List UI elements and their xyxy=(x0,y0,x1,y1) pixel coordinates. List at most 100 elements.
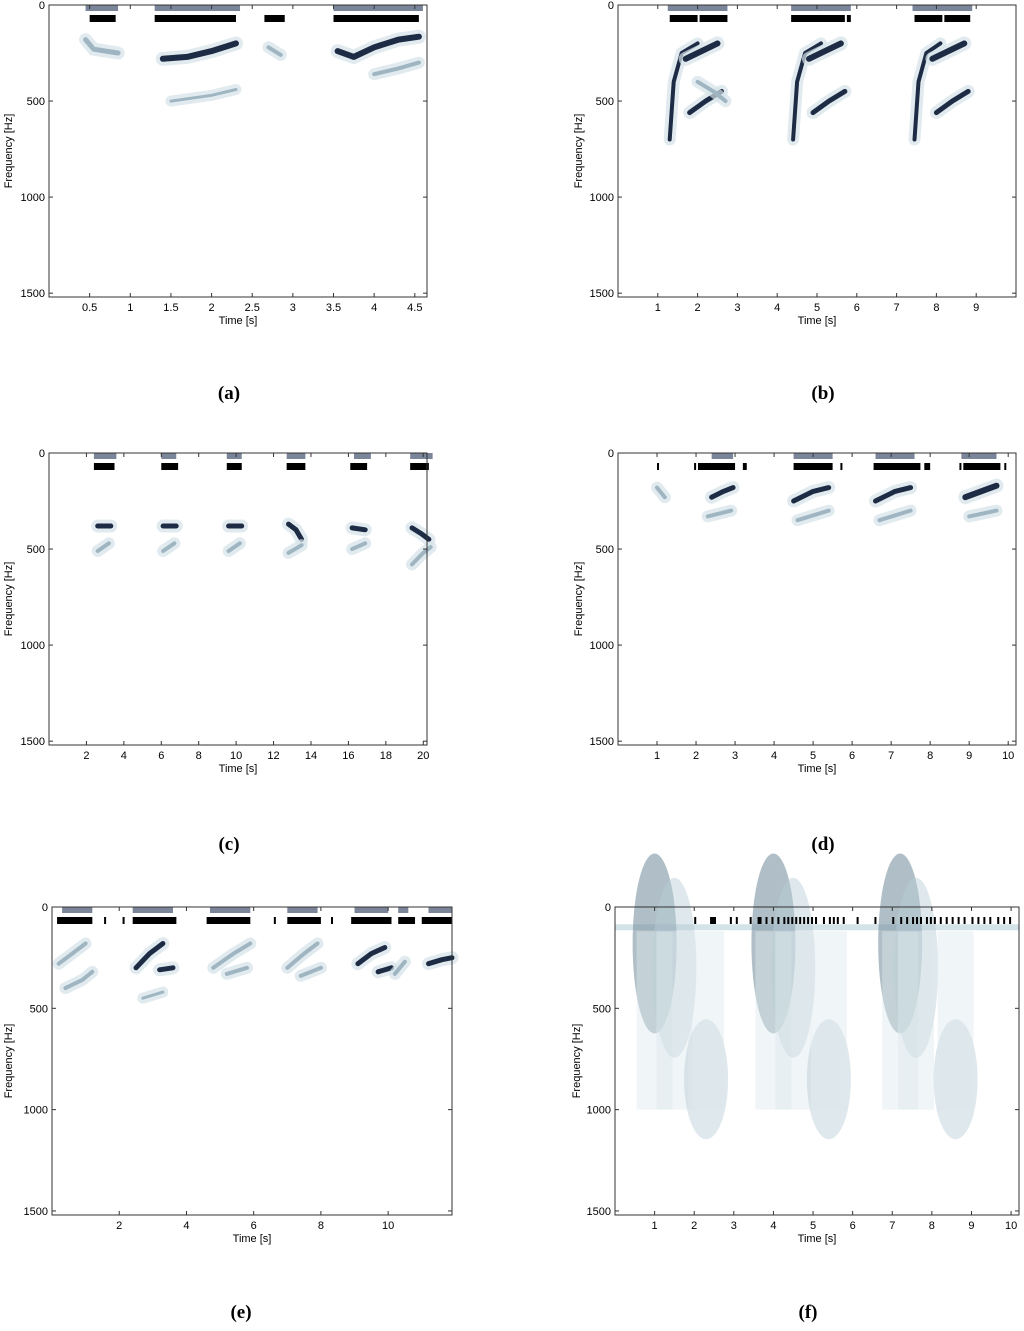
spectral-trace xyxy=(159,40,239,62)
spectral-trace xyxy=(286,543,304,555)
caption-a: (a) xyxy=(217,383,241,404)
annotation-black-bar xyxy=(57,917,93,924)
caption-e: (e) xyxy=(230,1302,252,1323)
annotation-black-bar xyxy=(971,917,974,924)
annotation-black-bar xyxy=(811,917,814,924)
x-tick-label: 4 xyxy=(770,1220,776,1232)
spectral-trace xyxy=(226,541,242,553)
energy-column xyxy=(656,931,693,1110)
plot-frame xyxy=(48,4,428,298)
x-tick-label: 12 xyxy=(267,750,279,762)
annotation-black-bar xyxy=(900,917,903,924)
x-tick-label: 2 xyxy=(695,302,701,314)
spectral-trace xyxy=(350,541,368,552)
annotation-gray-bar xyxy=(711,453,734,459)
energy-blob xyxy=(878,853,923,1034)
x-tick-label: 8 xyxy=(933,302,939,314)
annotation-black-bar xyxy=(699,15,728,22)
annotation-black-bar xyxy=(132,917,177,924)
y-tick-label: 1000 xyxy=(21,640,45,652)
spectral-trace xyxy=(298,965,323,978)
x-tick-label: 10 xyxy=(382,1220,394,1232)
spectral-trace xyxy=(375,965,394,975)
annotation-black-bar xyxy=(919,917,922,924)
energy-blob xyxy=(684,1019,729,1140)
annotation-black-bar xyxy=(951,917,954,924)
x-tick-label: 1.5 xyxy=(163,302,178,314)
spectral-trace xyxy=(141,990,165,1000)
annotation-black-bar xyxy=(815,917,818,924)
y-tick-label: 500 xyxy=(596,544,614,556)
caption-f: (f) xyxy=(798,1302,818,1323)
annotation-black-bar xyxy=(983,917,986,924)
spectral-trace xyxy=(791,41,823,142)
caption-c: (c) xyxy=(218,834,240,855)
annotation-black-bar xyxy=(832,917,835,924)
energy-column xyxy=(810,931,847,1110)
y-axis-label: Frequency [Hz] xyxy=(3,114,15,189)
annotation-gray-bar xyxy=(333,5,423,11)
y-axis-label: Frequency [Hz] xyxy=(573,114,585,189)
x-tick-label: 1 xyxy=(127,302,133,314)
annotation-black-bar xyxy=(154,15,236,22)
annotation-gray-bar xyxy=(161,453,177,459)
annotation-gray-bar xyxy=(62,907,93,913)
y-tick-label: 500 xyxy=(596,96,614,108)
annotation-black-bar xyxy=(873,463,921,470)
annotation-black-bar xyxy=(963,917,966,924)
spectral-trace xyxy=(349,525,368,533)
annotation-gray-bar xyxy=(226,453,242,459)
x-tick-label: 7 xyxy=(888,750,894,762)
annotation-black-bar xyxy=(1009,917,1012,924)
annotation-black-bar xyxy=(874,917,877,924)
spectral-trace xyxy=(83,37,121,56)
spectral-trace xyxy=(877,508,913,523)
x-tick-label: 7 xyxy=(889,1220,895,1232)
x-tick-label: 7 xyxy=(894,302,900,314)
annotation-gray-bar xyxy=(961,453,997,459)
energy-column xyxy=(775,931,812,1110)
energy-column xyxy=(755,931,792,1110)
annotation-black-bar xyxy=(997,917,1000,924)
annotation-black-bar xyxy=(933,917,936,924)
spectral-trace xyxy=(355,945,388,967)
annotation-gray-bar xyxy=(132,907,174,913)
x-tick-label: 3.5 xyxy=(326,302,341,314)
y-tick-label: 0 xyxy=(39,0,45,12)
annotation-black-bar xyxy=(803,917,806,924)
annotation-black-bar xyxy=(963,463,1001,470)
annotation-black-bar xyxy=(742,463,747,470)
spectral-trace xyxy=(372,60,421,77)
annotation-black-bar xyxy=(333,15,419,22)
x-tick-label: 5 xyxy=(810,1220,816,1232)
annotation-black-bar xyxy=(777,917,780,924)
annotation-gray-bar xyxy=(354,907,389,913)
x-tick-label: 1 xyxy=(655,302,661,314)
annotation-black-bar xyxy=(989,917,992,924)
annotation-black-bar xyxy=(924,463,931,470)
x-tick-label: 0.5 xyxy=(82,302,97,314)
annotation-black-bar xyxy=(264,15,285,22)
spectral-trace xyxy=(285,941,320,970)
annotation-black-bar xyxy=(287,917,321,924)
spectral-trace xyxy=(655,485,667,500)
spectral-trace xyxy=(410,545,433,567)
annotation-gray-bar xyxy=(791,5,851,11)
spectrogram-panel-e: 2 4 6 8 10 0 500 1000 1500 Time [s] Frequency [Hz] xyxy=(3,902,459,1245)
annotation-black-bar xyxy=(1004,463,1007,470)
spectral-trace xyxy=(224,965,249,976)
spectral-trace xyxy=(695,79,728,104)
spectrogram-panel-b: 1 2 3 4 5 6 7 8 9 0 500 1000 1500 Time [s] Frequency [… xyxy=(573,0,1017,327)
annotation-gray-bar xyxy=(398,907,409,913)
annotation-black-bar xyxy=(757,917,762,924)
y-axis-label: Frequency [Hz] xyxy=(573,562,585,637)
x-tick-label: 2.5 xyxy=(245,302,260,314)
noise-band xyxy=(615,924,1019,931)
y-axis-label: Frequency [Hz] xyxy=(571,1024,583,1099)
x-tick-label: 8 xyxy=(929,1220,935,1232)
annotation-black-bar xyxy=(791,15,845,22)
annotation-gray-bar xyxy=(286,453,306,459)
y-tick-label: 1500 xyxy=(21,736,45,748)
y-tick-label: 0 xyxy=(42,902,48,914)
y-tick-label: 500 xyxy=(30,1003,48,1015)
